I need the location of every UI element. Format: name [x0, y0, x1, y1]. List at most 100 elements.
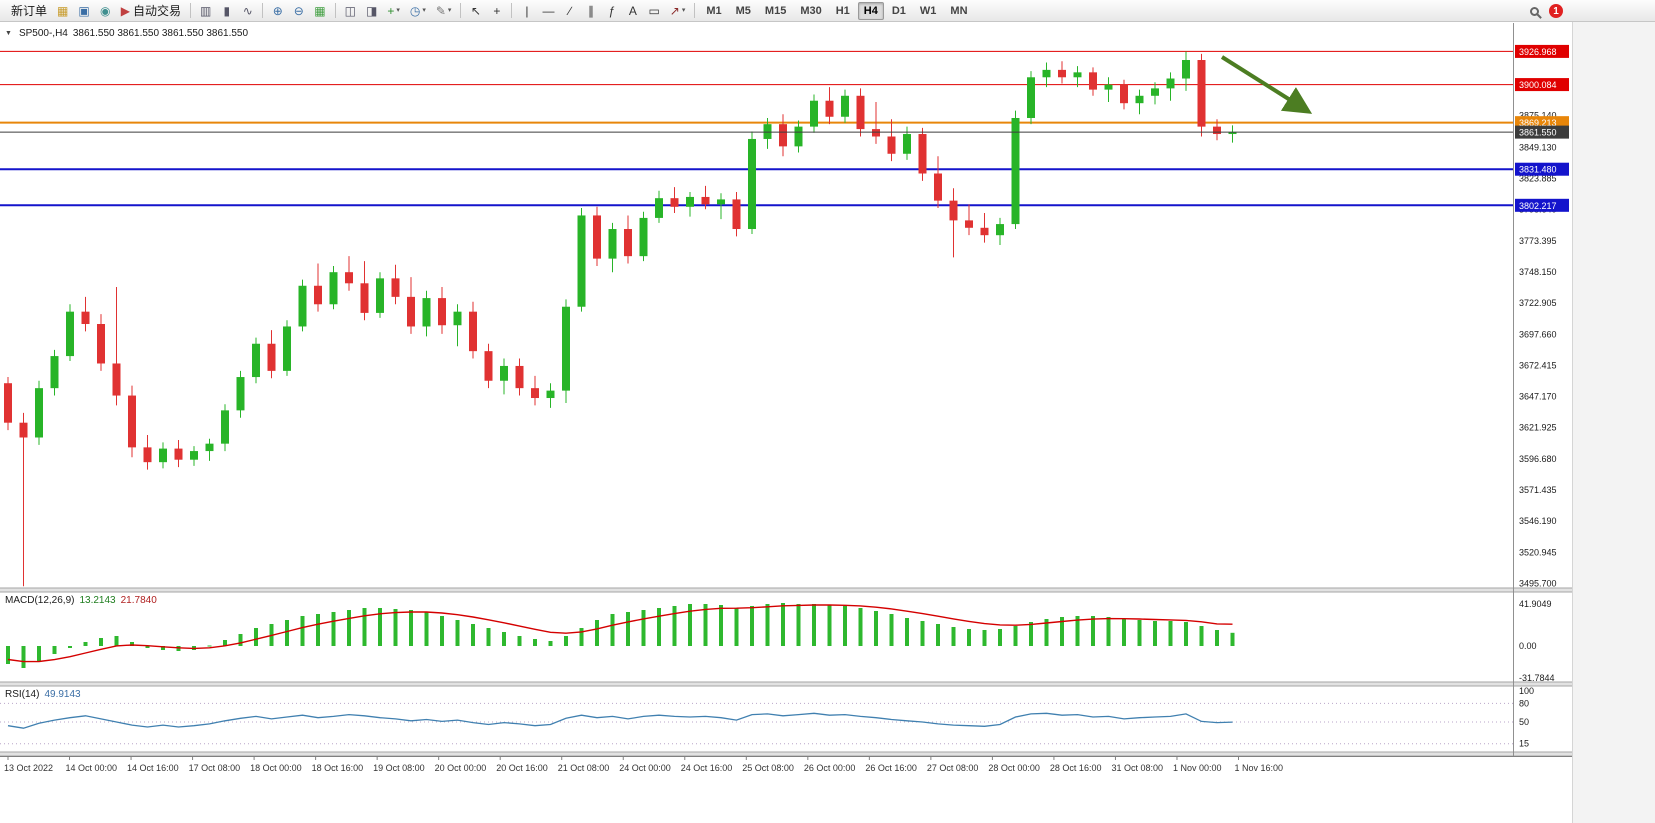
periods-icon[interactable]: ◷ ▾	[406, 1, 430, 20]
trendline-icon[interactable]: ∕	[560, 1, 579, 20]
candle-body	[980, 227, 989, 236]
templates-icon[interactable]: ✎ ▾	[432, 1, 456, 20]
vertical-line-icon-glyph: |	[525, 3, 529, 18]
cursor-icon[interactable]: ↖	[466, 1, 485, 20]
hline-badge: 3802.217	[1519, 201, 1557, 211]
bar-chart-icon[interactable]: ▥	[196, 1, 215, 20]
macd-bar	[21, 646, 26, 668]
line-chart-icon[interactable]: ∿	[238, 1, 257, 20]
candle-body	[66, 311, 74, 357]
timeframe-h4[interactable]: H4	[857, 1, 884, 20]
bar-chart-icon-glyph: ▥	[199, 3, 212, 18]
macd-bar	[672, 606, 677, 646]
timeframe-mn[interactable]: MN	[950, 4, 968, 17]
timeframe-w1[interactable]: W1	[919, 4, 937, 17]
candle-body	[810, 100, 818, 127]
candle-body	[608, 229, 617, 259]
caret-down-icon: ▾	[447, 7, 452, 14]
toolbar-separator	[694, 3, 696, 18]
trend-annotation-arrow[interactable]	[1220, 55, 1313, 114]
timeframe-m30[interactable]: M30	[800, 4, 822, 17]
candle-body	[918, 134, 927, 174]
candlestick-chart-icon[interactable]: ▮	[217, 1, 236, 20]
macd-bar	[1153, 621, 1157, 646]
indicators-icon-glyph: +	[387, 3, 395, 18]
panel-splitter[interactable]	[0, 682, 1572, 686]
profile-icon[interactable]: ▣	[74, 1, 93, 20]
toolbar-separator	[460, 3, 462, 18]
arrows-icon[interactable]: ↗ ▾	[666, 1, 690, 20]
macd-bar	[796, 604, 801, 646]
macd-bar	[1044, 619, 1049, 646]
timeframe-m5[interactable]: M5	[735, 4, 751, 17]
candle-body	[934, 173, 942, 201]
candle-body	[407, 296, 415, 327]
price-axis-label: 3722.905	[1519, 298, 1557, 308]
macd-bar	[688, 604, 692, 646]
macd-header: MACD(12,26,9) 13.2143 21.7840	[5, 595, 157, 606]
timeframe-m15[interactable]: M15	[764, 4, 787, 17]
hline-badge-bg	[1515, 78, 1569, 92]
candle-body	[19, 422, 28, 438]
time-axis-label: 13 Oct 2022	[4, 763, 53, 773]
line-chart-icon-glyph: ∿	[242, 3, 253, 18]
quotes-icon[interactable]: ◉	[96, 1, 115, 20]
crosshair-icon[interactable]: +	[487, 1, 506, 20]
timeframe-d1[interactable]: D1	[891, 4, 906, 17]
new-order-button[interactable]: 新订单	[4, 1, 51, 20]
autotrading-button[interactable]: ▶ 自动交易	[117, 1, 185, 20]
rsi-title: RSI(14)	[5, 689, 40, 700]
caret-down-icon: ▾	[422, 7, 426, 14]
chart-shift-icon[interactable]: ◨	[362, 1, 381, 20]
candle-body	[252, 343, 260, 378]
zoom-out-icon[interactable]: ⊖	[289, 1, 308, 20]
horizontal-line-icon[interactable]: —	[538, 1, 558, 20]
time-axis-label: 19 Oct 08:00	[373, 763, 425, 773]
macd-bar	[347, 610, 351, 646]
timeframe-h1[interactable]: H1	[835, 4, 850, 17]
templates-icon-glyph: ✎	[435, 3, 446, 18]
candle-body	[593, 215, 601, 259]
equidistant-channel-icon[interactable]: ∥	[581, 1, 600, 20]
toolbar-separator	[511, 3, 513, 18]
tile-windows-icon-glyph: ▦	[314, 3, 326, 18]
macd-bar	[1106, 617, 1111, 646]
candle-body	[1197, 60, 1206, 127]
time-axis-label: 20 Oct 16:00	[496, 763, 548, 773]
macd-bar	[595, 620, 599, 646]
vertical-line-icon[interactable]: |	[517, 1, 536, 20]
rsi-axis-label: 50	[1519, 717, 1529, 727]
rsi-line	[7, 712, 1233, 729]
search-icon[interactable]	[1530, 6, 1539, 16]
macd-bar	[967, 629, 971, 646]
macd-bar	[703, 604, 708, 646]
candle-body	[329, 272, 338, 305]
auto-scroll-icon[interactable]: ◫	[341, 1, 360, 20]
macd-bar	[998, 629, 1002, 646]
candle-body	[856, 95, 865, 130]
indicators-icon[interactable]: + ▾	[383, 1, 404, 20]
fibonacci-icon[interactable]: ƒ	[602, 1, 621, 20]
text-icon[interactable]: A	[623, 1, 642, 20]
zoom-in-icon[interactable]: ⊕	[268, 1, 287, 20]
panel-splitter[interactable]	[0, 752, 1572, 756]
candle-body	[872, 129, 880, 137]
chart-window-icon[interactable]: ▦	[53, 1, 72, 20]
text-label-icon[interactable]: ▭	[644, 1, 663, 20]
candle-body	[763, 124, 772, 139]
macd-bar	[750, 606, 754, 646]
candle-body	[190, 451, 198, 460]
macd-bar	[564, 636, 568, 646]
macd-bar	[719, 605, 723, 646]
tile-windows-icon[interactable]: ▦	[310, 1, 329, 20]
notification-badge[interactable]: 1	[1549, 4, 1563, 18]
candle-body	[50, 356, 59, 389]
panel-splitter[interactable]	[0, 588, 1572, 592]
macd-bar	[285, 620, 289, 646]
cursor-icon-glyph: ↖	[470, 3, 481, 18]
macd-bar	[1230, 632, 1235, 646]
timeframe-m1[interactable]: M1	[706, 4, 722, 17]
macd-bar	[207, 645, 212, 647]
one-click-collapse-icon[interactable]: ▼	[5, 30, 12, 37]
